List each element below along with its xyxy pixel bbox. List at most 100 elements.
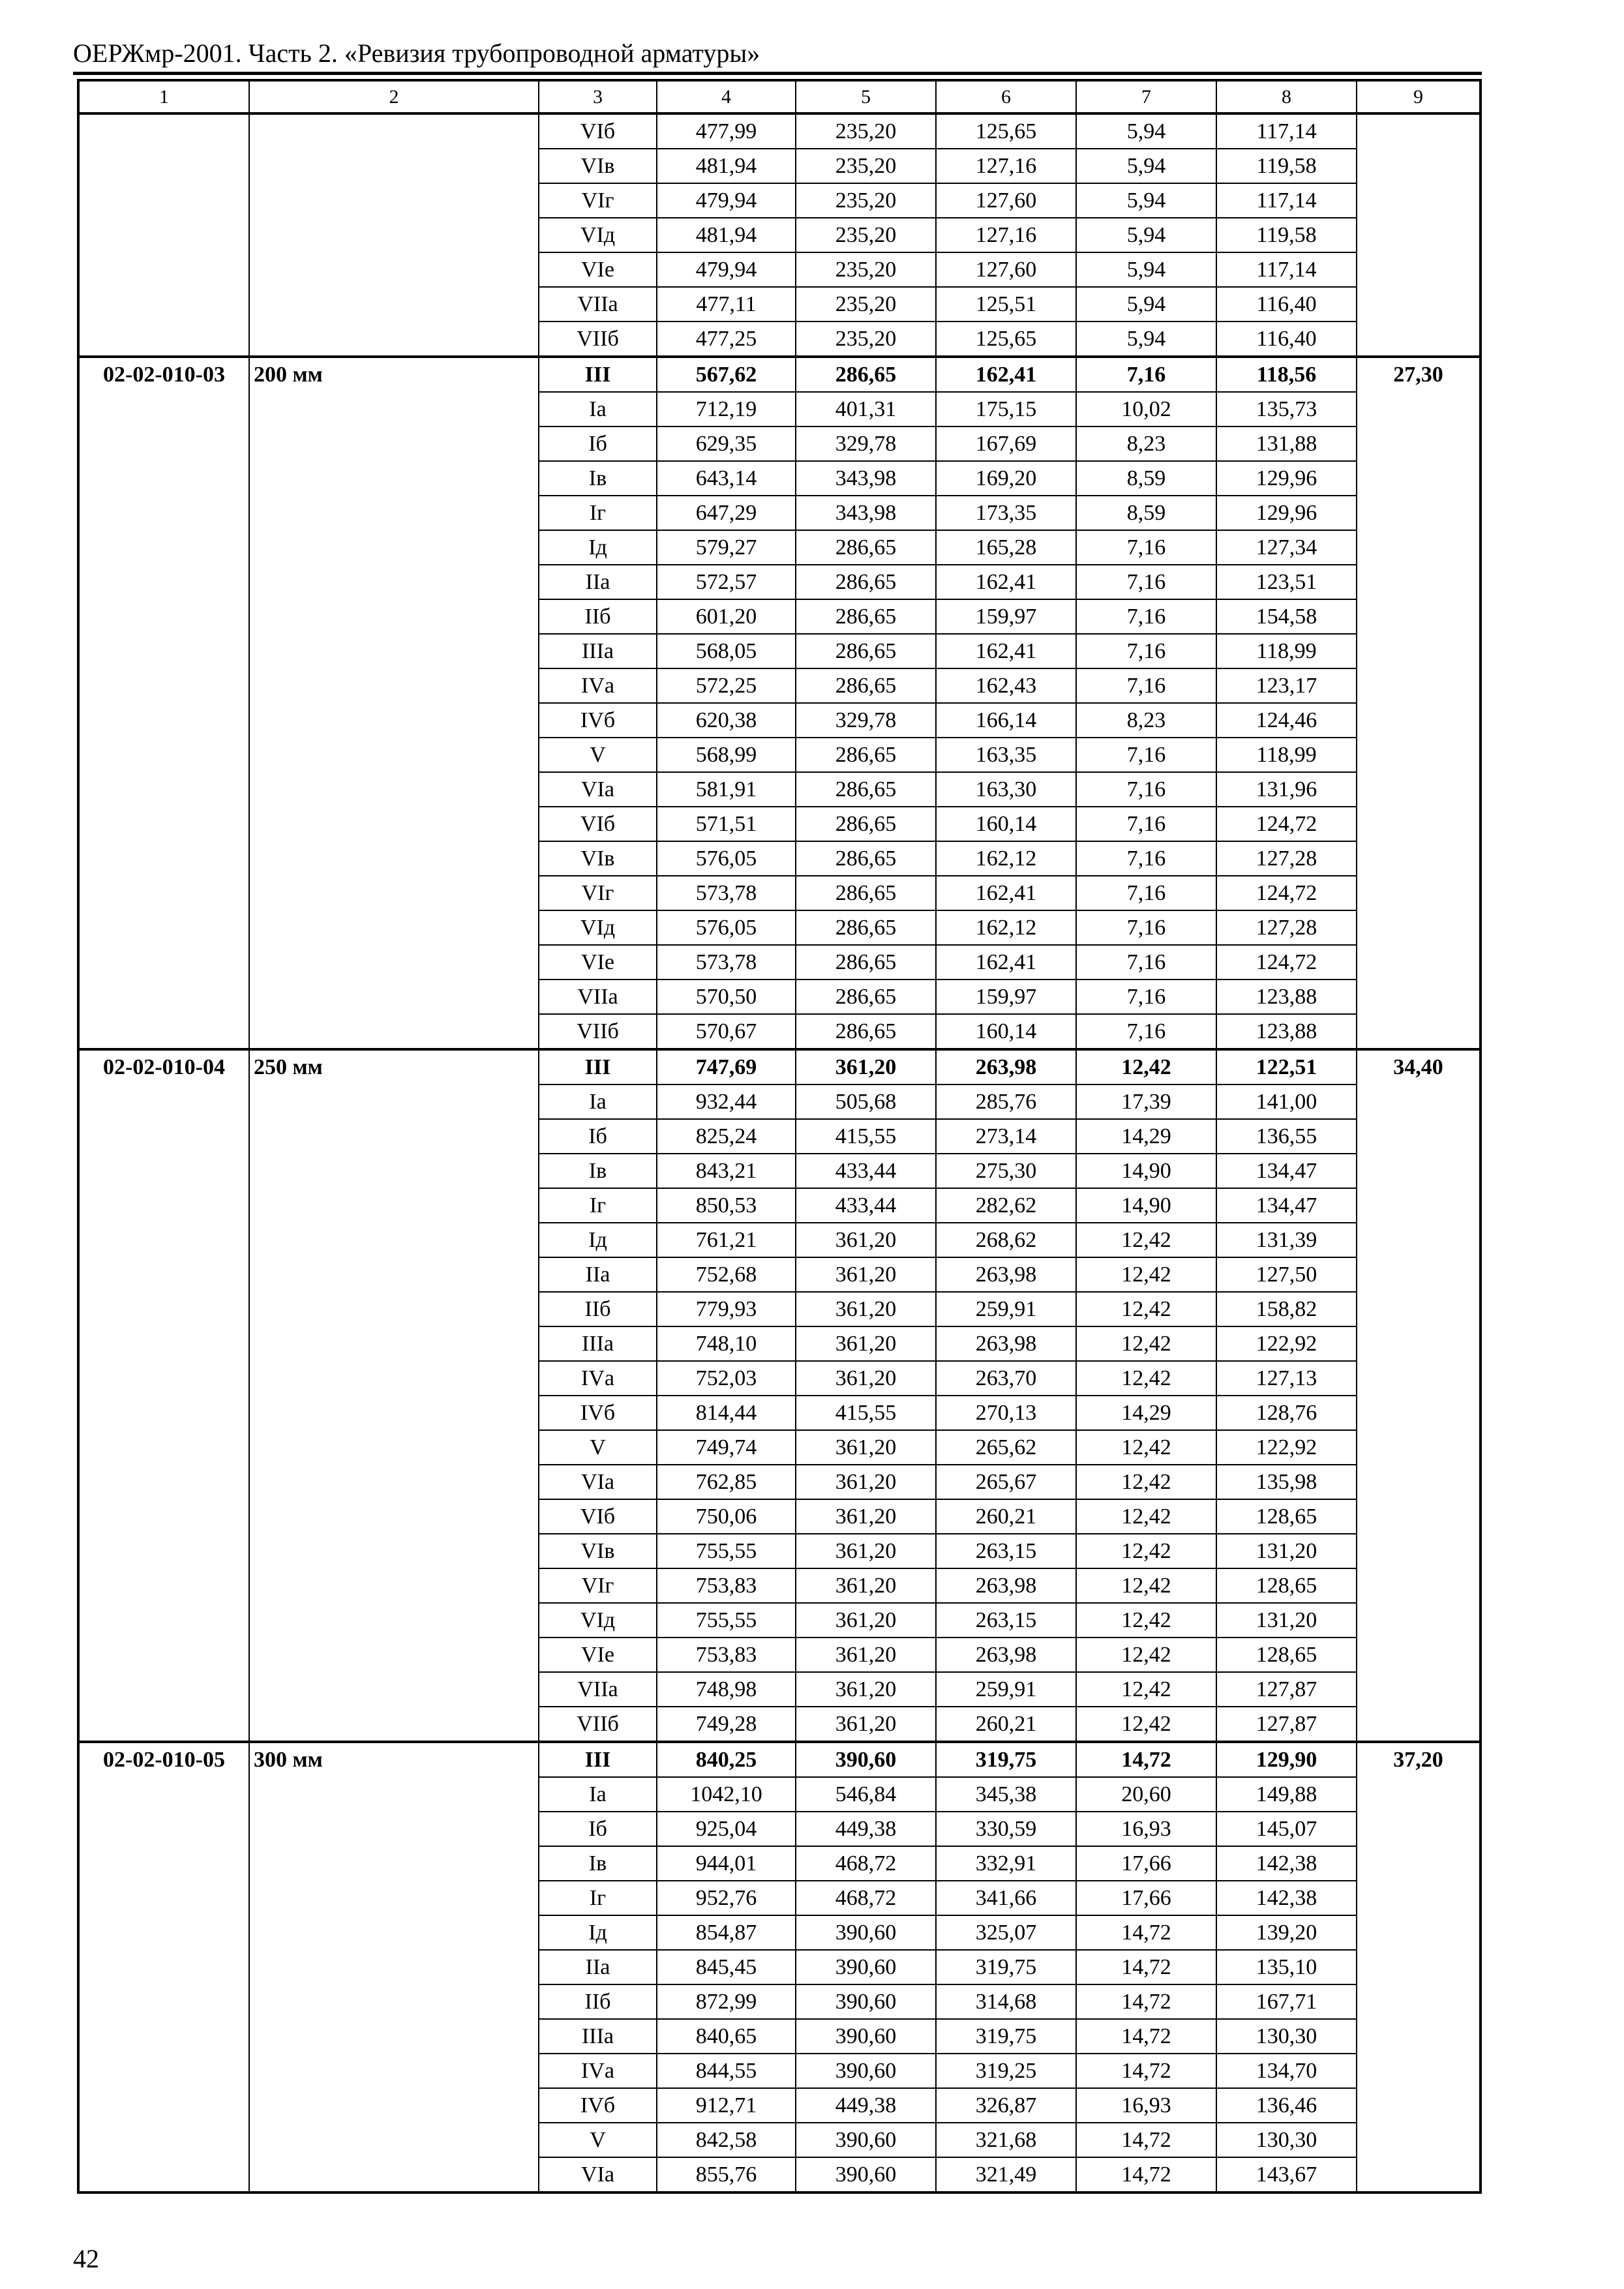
value-cell-col6: 159,97 xyxy=(935,599,1077,635)
value-cell-col4: 761,21 xyxy=(656,1222,796,1258)
value-cell-col6: 265,62 xyxy=(935,1429,1077,1465)
value-cell-col7: 7,16 xyxy=(1075,944,1217,980)
value-cell-col4: 752,03 xyxy=(656,1360,796,1396)
zone-cell: Iд xyxy=(538,1222,657,1258)
zone-cell: IIа xyxy=(538,1257,657,1293)
value-cell-col5: 390,60 xyxy=(795,1915,937,1951)
value-cell-col7: 5,94 xyxy=(1075,183,1217,218)
column-number-4: 4 xyxy=(656,80,796,114)
value-cell-col4: 479,94 xyxy=(656,252,796,288)
value-cell-col5: 390,60 xyxy=(795,2053,937,2089)
value-cell-col6: 273,14 xyxy=(935,1118,1077,1154)
value-cell-col7: 5,94 xyxy=(1075,148,1217,184)
value-cell-col6: 260,21 xyxy=(935,1499,1077,1534)
rate-name-cell xyxy=(248,112,539,357)
zone-cell: IVа xyxy=(538,1360,657,1396)
value-cell-col8: 117,14 xyxy=(1216,112,1357,149)
value-cell-col5: 361,20 xyxy=(795,1048,937,1085)
value-cell-col6: 263,98 xyxy=(935,1326,1077,1362)
table-row: VIIб 477,25 235,20 125,65 5,94 116,40 xyxy=(78,321,1481,357)
table-row: VIд 755,55 361,20 263,15 12,42 131,20 xyxy=(78,1602,1481,1638)
zone-cell: IVб xyxy=(538,702,657,738)
value-cell-col6: 319,75 xyxy=(935,1949,1077,1985)
value-cell-col7: 12,42 xyxy=(1075,1637,1217,1673)
column-number-7: 7 xyxy=(1075,80,1217,114)
zone-cell: IVб xyxy=(538,2087,657,2123)
value-cell-col6: 263,15 xyxy=(935,1533,1077,1569)
table-row: IIа 752,68 361,20 263,98 12,42 127,50 xyxy=(78,1257,1481,1293)
value-cell-col7: 7,16 xyxy=(1075,979,1217,1015)
value-cell-col4: 573,78 xyxy=(656,944,796,980)
zone-cell: IIб xyxy=(538,1291,657,1327)
table-row: VIIа 748,98 361,20 259,91 12,42 127,87 xyxy=(78,1671,1481,1707)
value-cell-col6: 319,25 xyxy=(935,2053,1077,2089)
value-cell-col7: 17,39 xyxy=(1075,1084,1217,1120)
zone-cell: V xyxy=(538,737,657,773)
table-row: VIд 481,94 235,20 127,16 5,94 119,58 xyxy=(78,217,1481,253)
value-cell-col4: 647,29 xyxy=(656,495,796,531)
table-row: 02-02-010-05 300 мм III 840,25 390,60 319,75 1… xyxy=(78,1741,1481,2193)
value-cell-col8: 123,17 xyxy=(1216,668,1357,704)
value-cell-col5: 361,20 xyxy=(795,1464,937,1500)
value-cell-col7: 5,94 xyxy=(1075,112,1217,149)
value-cell-col4: 755,55 xyxy=(656,1533,796,1569)
value-cell-col8: 127,87 xyxy=(1216,1706,1357,1743)
value-cell-col8: 127,50 xyxy=(1216,1257,1357,1293)
zone-cell: VIд xyxy=(538,1602,657,1638)
value-cell-col6: 163,35 xyxy=(935,737,1077,773)
value-cell-col8: 143,67 xyxy=(1216,2157,1357,2193)
value-cell-col4: 952,76 xyxy=(656,1880,796,1916)
value-cell-col5: 361,20 xyxy=(795,1499,937,1534)
table-row: Iб 925,04 449,38 330,59 16,93 145,07 xyxy=(78,1811,1481,1847)
value-cell-col5: 361,20 xyxy=(795,1602,937,1638)
value-cell-col8: 129,96 xyxy=(1216,460,1357,496)
value-cell-col8: 167,71 xyxy=(1216,1984,1357,2020)
zone-cell: VIб xyxy=(538,112,657,149)
value-cell-col8: 122,92 xyxy=(1216,1429,1357,1465)
zone-cell: VIа xyxy=(538,1464,657,1500)
value-cell-col5: 361,20 xyxy=(795,1671,937,1707)
rate-name-cell: 300 мм xyxy=(248,1741,539,2193)
zone-cell: V xyxy=(538,1429,657,1465)
value-cell-col7: 12,42 xyxy=(1075,1048,1217,1085)
value-cell-col7: 12,42 xyxy=(1075,1360,1217,1396)
value-cell-col5: 343,98 xyxy=(795,495,937,531)
table-row: Iг 952,76 468,72 341,66 17,66 142,38 xyxy=(78,1880,1481,1916)
table-row: VIе 479,94 235,20 127,60 5,94 117,14 xyxy=(78,252,1481,288)
value-cell-col4: 850,53 xyxy=(656,1188,796,1223)
value-cell-col7: 14,90 xyxy=(1075,1188,1217,1223)
value-cell-col4: 570,50 xyxy=(656,979,796,1015)
zone-cell: III xyxy=(538,355,657,393)
page-header-title: ОЕРЖмр-2001. Часть 2. «Ревизия трубопров… xyxy=(73,38,760,68)
value-cell-col5: 235,20 xyxy=(795,148,937,184)
value-cell-col5: 361,20 xyxy=(795,1222,937,1258)
value-cell-col7: 16,93 xyxy=(1075,2087,1217,2123)
value-cell-col7: 14,72 xyxy=(1075,2018,1217,2054)
value-cell-col8: 127,13 xyxy=(1216,1360,1357,1396)
value-cell-col7: 5,94 xyxy=(1075,252,1217,288)
value-cell-col5: 286,65 xyxy=(795,875,937,911)
value-cell-col7: 12,42 xyxy=(1075,1326,1217,1362)
value-cell-col7: 7,16 xyxy=(1075,737,1217,773)
value-cell-col8: 141,00 xyxy=(1216,1084,1357,1120)
value-cell-col6: 169,20 xyxy=(935,460,1077,496)
column-number-8: 8 xyxy=(1216,80,1357,114)
zone-cell: Iг xyxy=(538,1188,657,1223)
zone-cell: VIIа xyxy=(538,286,657,322)
value-cell-col7: 7,16 xyxy=(1075,841,1217,876)
value-cell-col6: 125,51 xyxy=(935,286,1077,322)
value-cell-col7: 14,72 xyxy=(1075,2053,1217,2089)
value-cell-col8: 130,30 xyxy=(1216,2018,1357,2054)
value-cell-col6: 166,14 xyxy=(935,702,1077,738)
value-cell-col4: 749,28 xyxy=(656,1706,796,1743)
zone-cell: VIб xyxy=(538,806,657,842)
zone-cell: IIб xyxy=(538,599,657,635)
value-cell-col8: 128,65 xyxy=(1216,1637,1357,1673)
value-cell-col4: 573,78 xyxy=(656,875,796,911)
page-number: 42 xyxy=(73,2244,99,2273)
value-cell-col8: 122,51 xyxy=(1216,1048,1357,1085)
value-cell-col7: 7,16 xyxy=(1075,806,1217,842)
value-cell-col7: 8,23 xyxy=(1075,426,1217,462)
table-row: VIб 750,06 361,20 260,21 12,42 128,65 xyxy=(78,1499,1481,1534)
value-cell-col7: 8,59 xyxy=(1075,495,1217,531)
